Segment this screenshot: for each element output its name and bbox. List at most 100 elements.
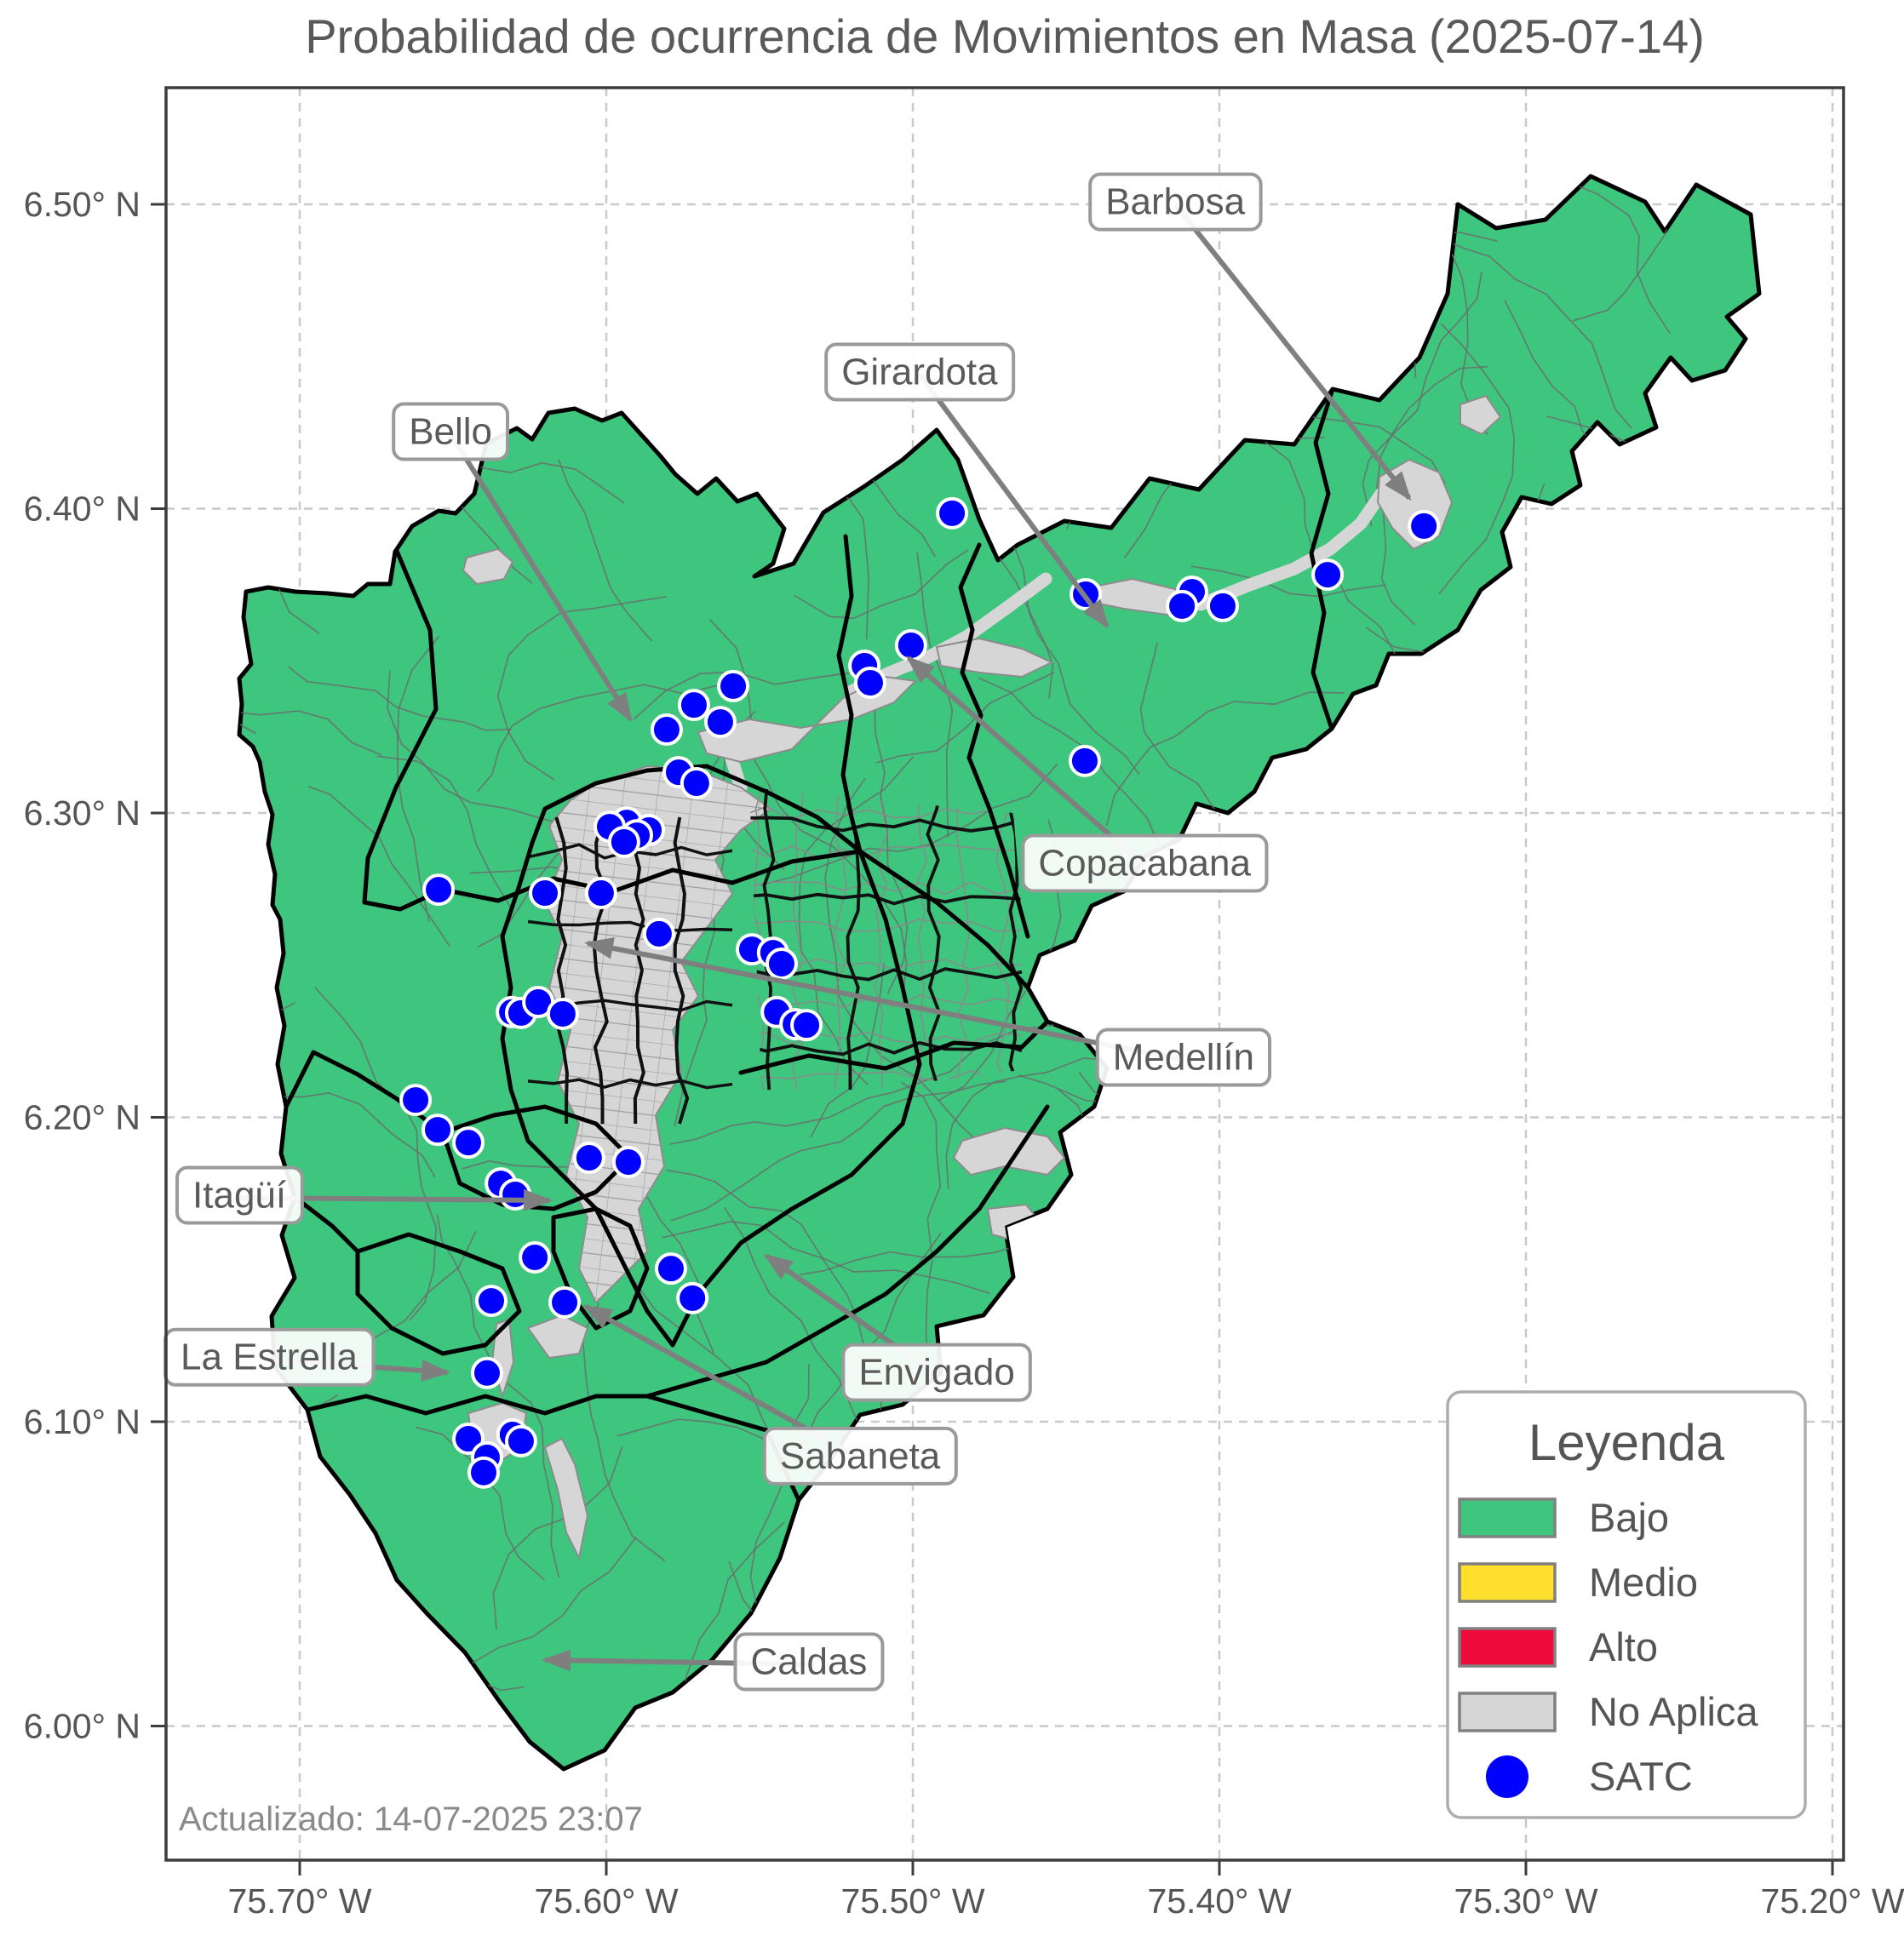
urban-area-no-aplica: [952, 1126, 1066, 1177]
vereda-boundary: [239, 689, 256, 735]
satc-point: [584, 877, 617, 910]
municipality-label-arrow: [448, 432, 633, 723]
vereda-boundary: [1426, 232, 1633, 430]
municipality-boundary: [551, 1206, 650, 1331]
satc-point: [790, 1009, 823, 1042]
satc-point: [519, 1240, 552, 1274]
vereda-boundary: [1066, 211, 1211, 530]
axes: 75.70° W 75.60° W 75.50° W 75.40° W 75.30° W…: [24, 86, 1904, 1921]
legend-swatch: [1458, 1562, 1557, 1603]
x-tick-label: 75.20° W: [1760, 1881, 1904, 1921]
vereda-boundary: [794, 549, 969, 620]
municipality-label-text: Medellín: [1113, 1037, 1254, 1079]
vereda-boundary: [916, 553, 954, 838]
vereda-boundary: [1504, 300, 1598, 451]
legend-title: Leyenda: [1528, 1414, 1725, 1471]
y-tick-label: 6.30° N: [24, 793, 141, 833]
satc-point: [470, 1356, 503, 1389]
x-tick-label: 75.50° W: [840, 1881, 984, 1921]
label-box: [841, 1343, 1032, 1402]
vereda-boundary: [875, 672, 1055, 764]
legend-swatch: [1458, 1627, 1557, 1668]
vereda-boundary: [1618, 512, 1759, 772]
label-box: [1021, 833, 1269, 893]
x-tick-label: 75.30° W: [1454, 1881, 1597, 1921]
map-title: Probabilidad de ocurrencia de Movimiento…: [305, 9, 1705, 63]
satc-point: [677, 689, 710, 722]
municipality-boundary: [1309, 386, 1335, 731]
municipality-label-text: Sabaneta: [780, 1435, 941, 1477]
municipality-label: Copacabana: [1021, 833, 1269, 893]
y-tick-label: 6.00° N: [24, 1707, 141, 1746]
vereda-boundary: [824, 777, 980, 1143]
satc-point: [1206, 589, 1239, 622]
label-box: [1095, 1028, 1272, 1087]
municipality-label: Itagüí: [175, 1165, 304, 1225]
vereda-boundary: [313, 987, 438, 1321]
vereda-boundary: [496, 595, 668, 781]
label-box: [762, 1426, 958, 1486]
legend-item-label: SATC: [1589, 1754, 1693, 1799]
vereda-boundary: [1190, 565, 1386, 598]
y-tick-label: 6.20° N: [24, 1098, 141, 1137]
satc-point: [642, 917, 675, 950]
vereda-boundary: [239, 1002, 296, 1163]
municipality-label-text: Envigado: [858, 1352, 1014, 1394]
vereda-boundary: [492, 1446, 623, 1630]
satc-point: [1311, 558, 1345, 592]
y-tick-label: 6.40° N: [24, 490, 141, 529]
satc-point: [650, 713, 683, 747]
legend-swatch: [1458, 1692, 1557, 1732]
vereda-boundary: [1105, 691, 1345, 826]
x-tick-label: 75.40° W: [1147, 1881, 1291, 1921]
legend-item: SATC: [1486, 1754, 1693, 1799]
vereda-boundary: [477, 684, 719, 793]
satc-point: [504, 1424, 537, 1457]
satc-point: [475, 1285, 508, 1318]
vereda-boundary: [558, 459, 653, 642]
municipality-boundary: [440, 1104, 633, 1211]
satc-point: [894, 629, 927, 662]
vereda-boundary: [415, 1426, 545, 1581]
municipality-label: Caldas: [733, 1632, 885, 1692]
municipality-boundary: [292, 1194, 360, 1254]
legend-item: No Aplica: [1458, 1689, 1758, 1734]
vereda-boundary: [1438, 323, 1516, 595]
vereda-boundary: [376, 755, 513, 910]
legend-item-label: No Aplica: [1589, 1689, 1758, 1734]
satc-point: [546, 997, 579, 1030]
municipality-label-text: Barbosa: [1105, 181, 1245, 223]
legend-item: Bajo: [1458, 1495, 1669, 1540]
plot-border: [164, 86, 1845, 1862]
legend-item-label: Alto: [1589, 1624, 1658, 1669]
vereda-boundary: [874, 704, 909, 994]
municipality-label-text: Caldas: [750, 1641, 867, 1683]
satc-stations: [399, 496, 1441, 1489]
label-box: [175, 1165, 304, 1225]
municipality-label-text: La Estrella: [181, 1337, 358, 1378]
municipality-label: La Estrella: [163, 1327, 376, 1387]
satc-point: [607, 825, 640, 858]
vereda-boundary: [307, 786, 451, 948]
x-tick-label: 75.70° W: [227, 1881, 371, 1921]
municipality-label: Bello: [392, 402, 510, 461]
label-box: [392, 402, 510, 461]
legend-item-label: Bajo: [1589, 1495, 1669, 1540]
legend: Leyenda Bajo Medio Alto No Aplica SATC: [1446, 1390, 1807, 1819]
satc-point: [676, 1281, 709, 1314]
satc-point: [422, 1114, 454, 1147]
municipality-boundary: [958, 542, 1030, 939]
satc-point: [1408, 509, 1441, 542]
municipality-boundary: [738, 1019, 1050, 1075]
satc-point: [572, 1142, 605, 1175]
y-tick-label: 6.10° N: [24, 1402, 141, 1441]
comuna-web-west: [527, 816, 733, 1125]
satc-point: [765, 947, 798, 980]
urban-area-no-aplica: [697, 675, 918, 764]
municipality-label: Envigado: [841, 1343, 1032, 1402]
municipality-label-arrow: [584, 937, 1184, 1062]
vereda-boundary: [397, 635, 440, 922]
municipality-boundary: [355, 1232, 522, 1356]
municipality-label-text: Girardota: [841, 351, 998, 392]
